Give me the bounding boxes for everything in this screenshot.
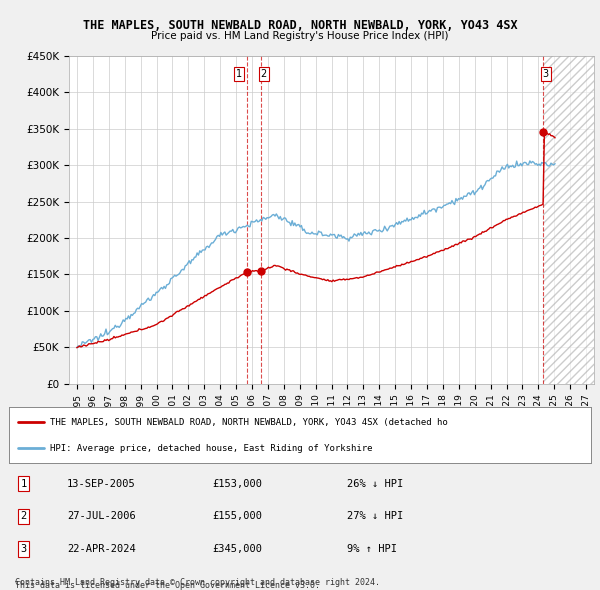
Text: £345,000: £345,000 — [212, 544, 263, 554]
Text: 22-APR-2024: 22-APR-2024 — [67, 544, 136, 554]
Text: 1: 1 — [20, 478, 26, 489]
Text: 1: 1 — [236, 68, 242, 78]
Bar — [543, 56, 594, 384]
Text: 2: 2 — [260, 68, 267, 78]
Text: THE MAPLES, SOUTH NEWBALD ROAD, NORTH NEWBALD, YORK, YO43 4SX: THE MAPLES, SOUTH NEWBALD ROAD, NORTH NE… — [83, 19, 517, 32]
Text: 2: 2 — [20, 512, 26, 522]
Text: 27% ↓ HPI: 27% ↓ HPI — [347, 512, 403, 522]
Text: HPI: Average price, detached house, East Riding of Yorkshire: HPI: Average price, detached house, East… — [50, 444, 372, 453]
Text: 3: 3 — [20, 544, 26, 554]
Text: £153,000: £153,000 — [212, 478, 263, 489]
Text: THE MAPLES, SOUTH NEWBALD ROAD, NORTH NEWBALD, YORK, YO43 4SX (detached ho: THE MAPLES, SOUTH NEWBALD ROAD, NORTH NE… — [50, 418, 448, 427]
Text: This data is licensed under the Open Government Licence v3.0.: This data is licensed under the Open Gov… — [15, 581, 320, 590]
Text: Contains HM Land Registry data © Crown copyright and database right 2024.: Contains HM Land Registry data © Crown c… — [15, 578, 380, 587]
Text: Price paid vs. HM Land Registry's House Price Index (HPI): Price paid vs. HM Land Registry's House … — [151, 31, 449, 41]
Text: 26% ↓ HPI: 26% ↓ HPI — [347, 478, 403, 489]
Text: £155,000: £155,000 — [212, 512, 263, 522]
Text: 13-SEP-2005: 13-SEP-2005 — [67, 478, 136, 489]
Text: 3: 3 — [543, 68, 549, 78]
Text: 27-JUL-2006: 27-JUL-2006 — [67, 512, 136, 522]
Text: 9% ↑ HPI: 9% ↑ HPI — [347, 544, 397, 554]
